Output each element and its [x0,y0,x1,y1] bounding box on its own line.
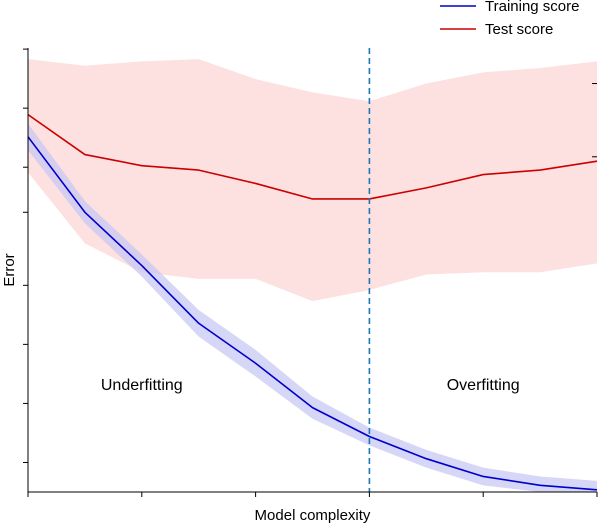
plot-frame [27,48,597,493]
series-line-training-score [27,136,598,491]
series-line-test-score [27,113,598,200]
legend: Training score Test score [440,0,579,38]
y-axis-label: Error [1,253,18,286]
axis-ticks [23,48,598,497]
legend-label-test: Test score [485,21,553,38]
legend-label-training: Training score [485,0,579,15]
band-training-score [28,123,597,492]
x-axis-label: Model complexity [255,507,371,524]
series-lines [27,113,598,491]
band-test-score [28,59,597,302]
confidence-bands [28,59,597,492]
annotation-overfitting: Overfitting [447,377,520,394]
annotation-underfitting: Underfitting [101,377,183,394]
